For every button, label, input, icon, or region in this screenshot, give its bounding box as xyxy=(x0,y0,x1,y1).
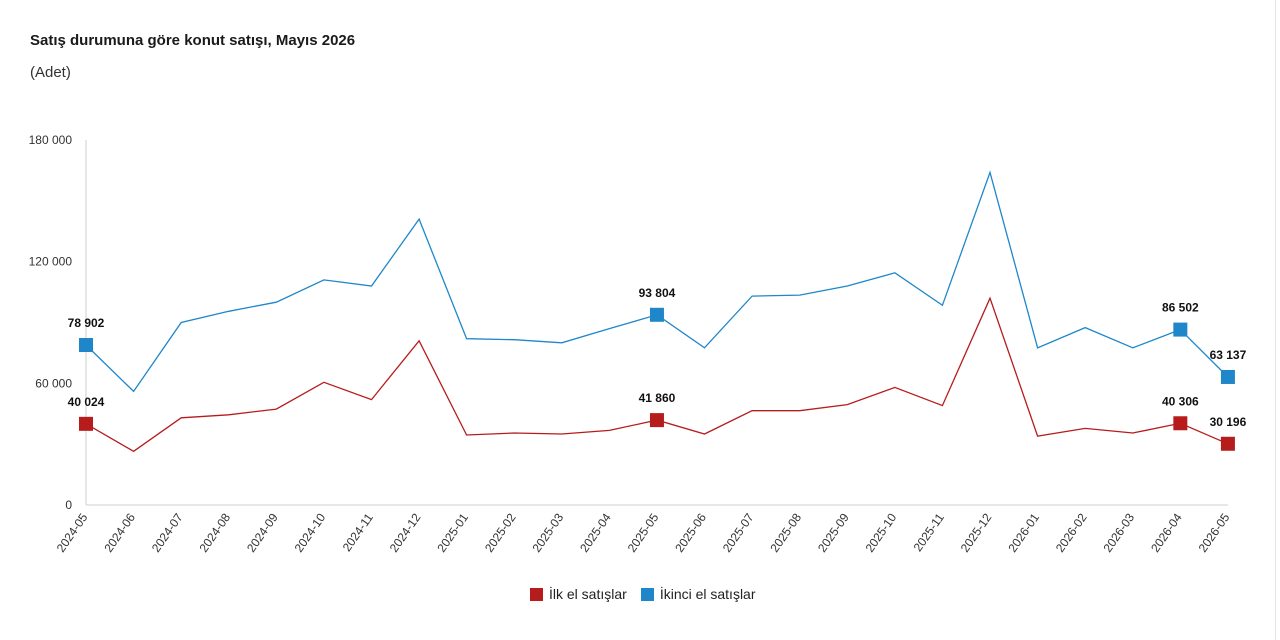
legend-label-first-hand: İlk el satışlar xyxy=(549,586,627,602)
x-tick-label: 2026-01 xyxy=(1005,510,1042,554)
data-point-marker xyxy=(649,307,664,322)
x-tick-label: 2025-01 xyxy=(434,510,471,554)
data-label: 40 024 xyxy=(68,395,105,409)
x-tick-label: 2025-11 xyxy=(911,510,947,554)
data-label: 93 804 xyxy=(639,286,676,300)
x-tick-label: 2024-07 xyxy=(149,510,186,554)
data-labels: 40 024 41 860 40 306 30 196 78 902 93 804 86 5… xyxy=(68,286,1247,429)
x-tick-label: 2025-12 xyxy=(958,510,995,554)
legend-swatch-second-hand xyxy=(640,587,654,601)
data-label: 63 137 xyxy=(1210,348,1247,362)
data-point-marker xyxy=(649,413,664,428)
x-tick-label: 2025-03 xyxy=(530,510,567,554)
x-tick-label: 2024-05 xyxy=(54,510,91,554)
data-label: 41 860 xyxy=(639,391,676,405)
x-tick-label: 2024-06 xyxy=(101,510,138,554)
x-tick-label: 2025-04 xyxy=(577,510,614,554)
data-point-marker xyxy=(1220,436,1235,451)
x-tick-label: 2025-02 xyxy=(482,510,519,554)
legend-item-second-hand[interactable]: İkinci el satışlar xyxy=(640,586,756,602)
data-label: 40 306 xyxy=(1162,394,1199,408)
x-tick-label: 2024-10 xyxy=(292,510,329,554)
legend: İlk el satışlar İkinci el satışlar xyxy=(530,586,770,602)
y-tick-label: 180 000 xyxy=(29,133,73,147)
data-point-marker xyxy=(1173,322,1188,337)
x-axis: 2024-05 2024-06 2024-07 2024-08 2024-09 2024-… xyxy=(54,504,1233,555)
data-point-marker xyxy=(79,338,93,353)
x-tick-label: 2025-06 xyxy=(672,510,709,554)
y-tick-label: 60 000 xyxy=(35,376,72,390)
x-tick-label: 2025-10 xyxy=(863,510,900,554)
y-tick-label: 120 000 xyxy=(29,255,73,269)
x-tick-label: 2025-09 xyxy=(815,510,852,554)
x-tick-label: 2026-02 xyxy=(1053,510,1090,554)
data-point-marker xyxy=(79,416,93,431)
data-point-marker xyxy=(1173,416,1188,431)
x-tick-label: 2026-04 xyxy=(1148,510,1185,554)
chart-subtitle: (Adet) xyxy=(30,64,71,81)
chart-title: Satış durumuna göre konut satışı, Mayıs … xyxy=(30,32,356,49)
x-tick-label: 2026-03 xyxy=(1100,510,1137,554)
x-tick-label: 2025-07 xyxy=(720,510,757,554)
x-tick-label: 2024-09 xyxy=(244,510,281,554)
x-tick-label: 2024-11 xyxy=(340,510,376,554)
x-tick-label: 2026-05 xyxy=(1196,510,1233,554)
series-line-second-hand xyxy=(85,170,1229,393)
legend-swatch-first-hand xyxy=(530,587,543,601)
x-tick-label: 2024-08 xyxy=(196,510,233,554)
legend-label-second-hand: İkinci el satışlar xyxy=(659,586,756,602)
data-point-marker xyxy=(1220,369,1235,384)
x-tick-label: 2025-05 xyxy=(625,510,662,554)
y-tick-label: 0 xyxy=(65,498,72,512)
x-tick-label: 2024-12 xyxy=(387,510,424,554)
data-label: 78 902 xyxy=(68,316,105,330)
legend-item-first-hand[interactable]: İlk el satışlar xyxy=(530,586,627,602)
right-divider xyxy=(1275,0,1276,640)
data-label: 86 502 xyxy=(1162,301,1199,315)
series-layer xyxy=(79,170,1235,453)
x-tick-label: 2025-08 xyxy=(767,510,804,554)
data-label: 30 196 xyxy=(1210,415,1247,429)
y-axis: 0 60 000 120 000 180 000 xyxy=(29,133,87,512)
